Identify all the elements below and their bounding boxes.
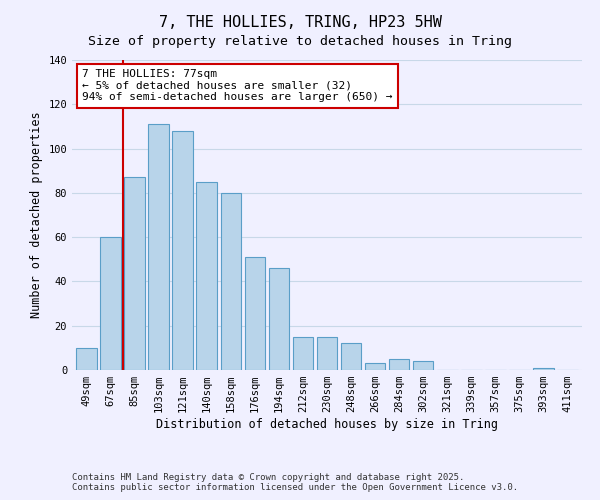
Text: 7 THE HOLLIES: 77sqm
← 5% of detached houses are smaller (32)
94% of semi-detach: 7 THE HOLLIES: 77sqm ← 5% of detached ho… (82, 70, 392, 102)
Bar (293, 337, 313, 370)
Bar (148, 124, 169, 370)
Bar (196, 182, 217, 370)
Bar (245, 257, 265, 370)
Text: Size of property relative to detached houses in Tring: Size of property relative to detached ho… (88, 35, 512, 48)
Bar (413, 361, 433, 370)
Bar (269, 268, 289, 370)
Bar (172, 131, 193, 370)
Bar (100, 237, 121, 370)
Bar (124, 178, 145, 370)
X-axis label: Distribution of detached houses by size in Tring: Distribution of detached houses by size … (156, 418, 498, 431)
Bar (76, 348, 97, 370)
Bar (533, 368, 554, 370)
Bar (221, 193, 241, 370)
Bar (365, 364, 385, 370)
Text: Contains HM Land Registry data © Crown copyright and database right 2025.
Contai: Contains HM Land Registry data © Crown c… (72, 473, 518, 492)
Y-axis label: Number of detached properties: Number of detached properties (30, 112, 43, 318)
Text: 7, THE HOLLIES, TRING, HP23 5HW: 7, THE HOLLIES, TRING, HP23 5HW (158, 15, 442, 30)
Bar (341, 344, 361, 370)
Bar (317, 337, 337, 370)
Bar (389, 359, 409, 370)
